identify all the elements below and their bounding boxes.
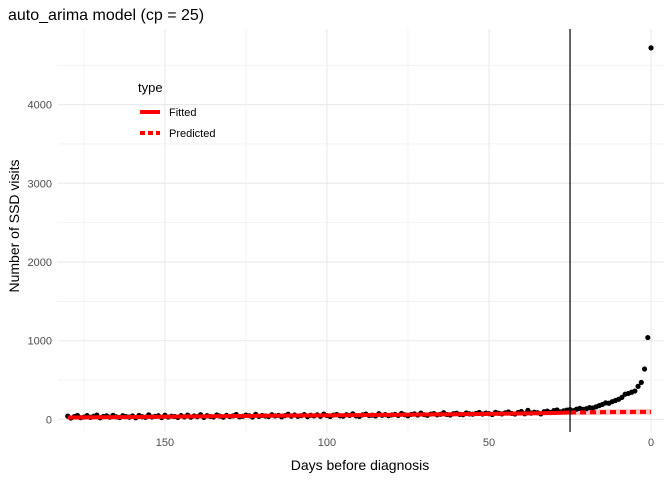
x-tick-label: 50 [483, 437, 495, 449]
observed-point [641, 366, 648, 372]
y-tick-label: 4000 [28, 100, 52, 112]
observed-point [638, 379, 644, 386]
observed-point [635, 383, 641, 389]
y-axis-title: Number of SSD visits [6, 159, 22, 292]
predicted-line [570, 409, 652, 415]
observed-point [632, 388, 638, 394]
observed-point [645, 334, 651, 341]
x-tick-label: 150 [156, 437, 174, 449]
legend-predicted-label: Predicted [169, 128, 215, 140]
x-tick-label: 100 [318, 437, 336, 449]
observed-points [65, 45, 654, 421]
chart-title: auto_arima model (cp = 25) [8, 7, 204, 24]
observed-point [648, 45, 654, 51]
fitted-line [67, 410, 571, 420]
x-tick-label: 0 [648, 437, 654, 449]
x-axis-title: Days before diagnosis [291, 457, 430, 473]
y-tick-label: 3000 [28, 178, 52, 190]
legend-title: type [138, 80, 163, 95]
y-tick-label: 2000 [28, 257, 52, 269]
grid [58, 29, 664, 432]
series-lines [67, 409, 652, 420]
y-tick-label: 1000 [28, 336, 52, 348]
observed-point [619, 394, 625, 400]
legend-fitted-label: Fitted [169, 107, 197, 119]
y-tick-label: 0 [46, 414, 52, 426]
tick-labels: 150 100 50 0 0 1000 2000 3000 4000 [28, 100, 655, 449]
legend: type Fitted Predicted [138, 80, 215, 140]
